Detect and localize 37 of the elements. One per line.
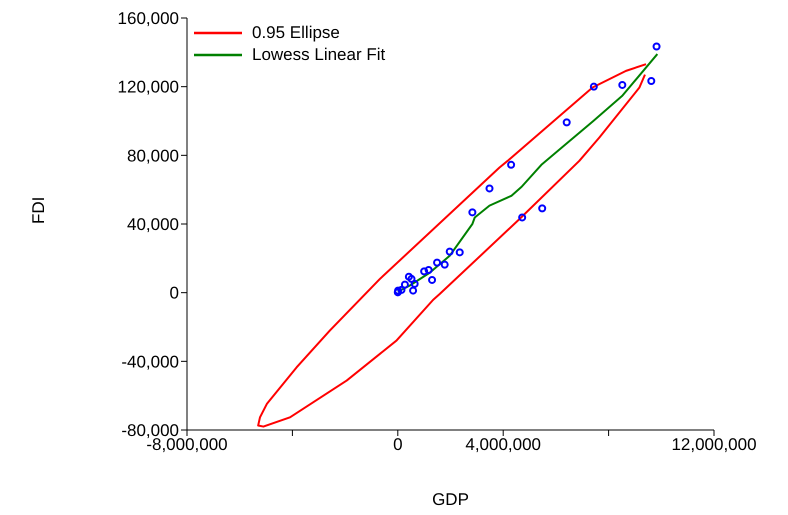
y-tick-label: 40,000 <box>127 215 179 234</box>
point <box>538 204 546 212</box>
point <box>468 208 476 216</box>
point <box>424 266 433 274</box>
legend-label: 0.95 Ellipse <box>252 23 340 43</box>
y-tick-label: 80,000 <box>127 146 179 166</box>
point <box>433 258 442 267</box>
y-tick-label: 120,000 <box>118 78 179 97</box>
point <box>518 213 526 222</box>
point <box>456 248 464 256</box>
point <box>486 184 494 192</box>
point <box>440 260 449 269</box>
point <box>590 82 598 91</box>
point <box>428 276 436 284</box>
x-tick-label: 12,000,000 <box>671 435 757 454</box>
point <box>408 274 416 283</box>
point <box>404 272 413 281</box>
point <box>446 248 454 256</box>
line-series <box>257 63 648 428</box>
point <box>618 80 626 89</box>
point <box>647 77 656 85</box>
point <box>400 280 409 289</box>
point <box>410 280 419 288</box>
x-tick-label: 4,000,000 <box>465 435 542 454</box>
point <box>397 286 406 294</box>
point <box>409 286 418 295</box>
y-tick-label: -40,000 <box>121 352 179 372</box>
x-tick-label: 0 <box>393 435 403 454</box>
x-axis-title: GDP <box>432 490 469 509</box>
point <box>507 160 516 169</box>
y-tick-label: 0 <box>170 284 179 303</box>
y-tick-label: 160,000 <box>118 9 179 28</box>
point <box>652 42 661 50</box>
point <box>562 118 571 126</box>
point <box>420 267 428 276</box>
legend-label: Lowess Linear Fit <box>252 45 386 65</box>
y-axis-title: FDI <box>29 196 48 224</box>
